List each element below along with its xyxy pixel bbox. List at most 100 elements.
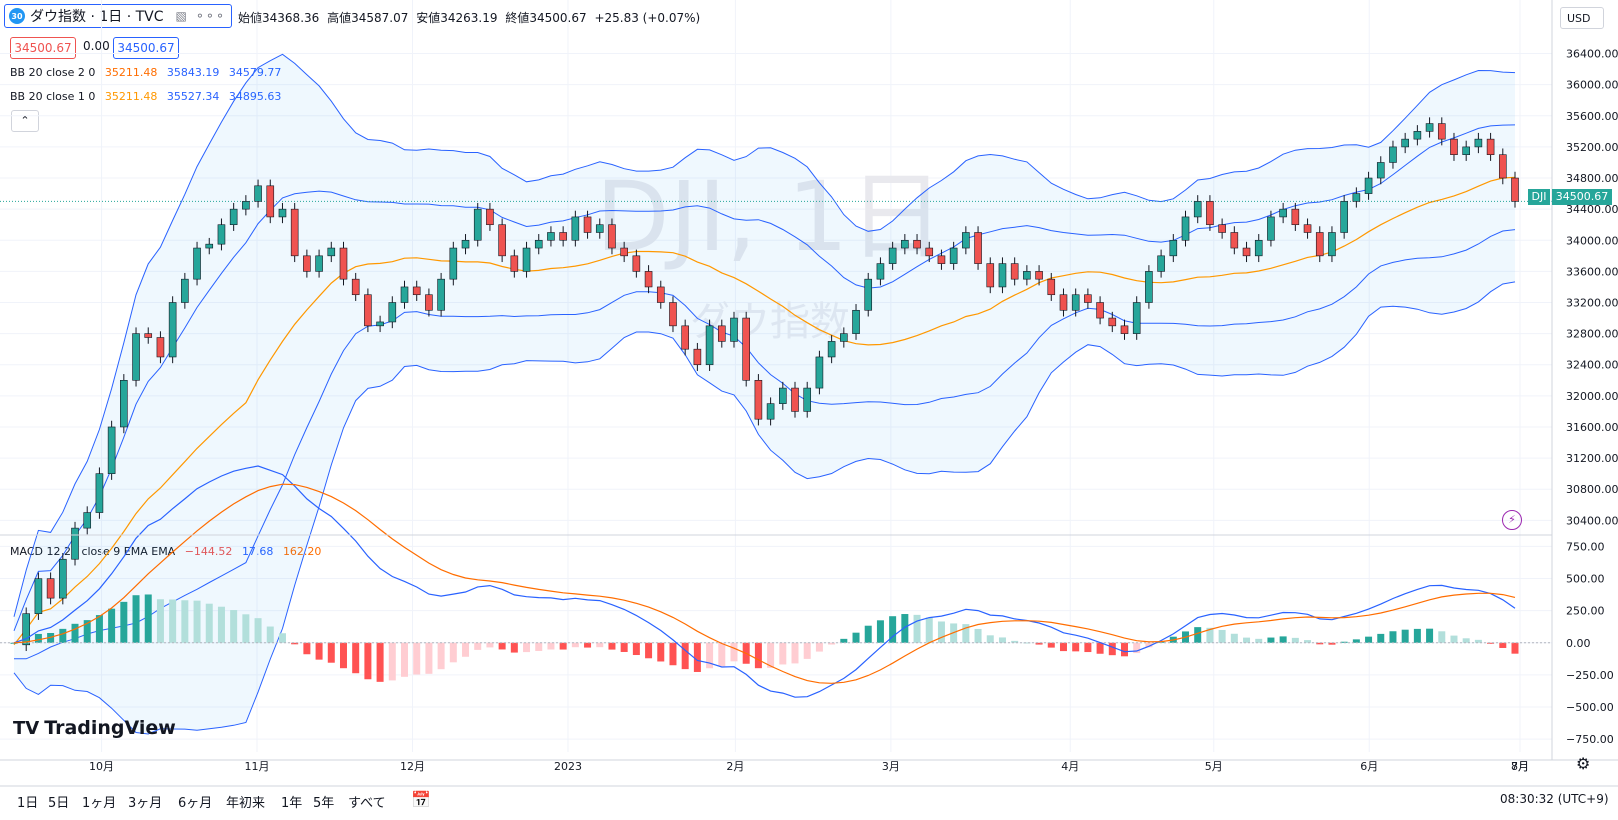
- candle-body: [388, 302, 397, 323]
- timeframe-6[interactable]: 1年: [281, 796, 303, 811]
- macd-histogram-bar: [1145, 642, 1153, 648]
- macd-histogram-bar: [181, 600, 189, 643]
- candle-body: [1474, 138, 1483, 148]
- timeframe-8[interactable]: すべて: [348, 796, 386, 811]
- timeframe-7[interactable]: 5年: [313, 796, 335, 811]
- candle-body: [449, 247, 458, 280]
- macd-histogram-bar: [974, 628, 982, 643]
- macd-histogram-bar: [254, 618, 262, 643]
- candle-body: [1108, 317, 1117, 327]
- macd-histogram-bar: [1084, 642, 1092, 653]
- currency-button[interactable]: USD: [1560, 7, 1604, 29]
- candle-body: [1437, 123, 1446, 140]
- bb1-legend[interactable]: BB 20 close 1 0 35211.48 35527.34 34895.…: [10, 90, 287, 103]
- macd-histogram-bar: [1108, 642, 1116, 656]
- bb2-label: BB 20 close 2 0: [10, 66, 96, 79]
- macd-histogram-bar: [1023, 642, 1031, 644]
- timeframe-0[interactable]: 1日: [17, 796, 39, 811]
- settings-gear-icon[interactable]: ⚙: [1576, 754, 1591, 773]
- macd-histogram-bar: [266, 626, 274, 643]
- sell-price-box[interactable]: 34500.67: [10, 37, 76, 59]
- timeframe-3[interactable]: 3ヶ月: [128, 796, 163, 811]
- candle-body: [83, 512, 92, 529]
- macd-histogram-bar: [1499, 642, 1507, 648]
- replay-icon[interactable]: ⚡: [1502, 510, 1522, 530]
- bb2-legend[interactable]: BB 20 close 2 0 35211.48 35843.19 34579.…: [10, 66, 287, 79]
- candle-body: [742, 317, 750, 381]
- candle-body: [766, 403, 775, 420]
- price-tick-label: 32000.00: [1566, 390, 1618, 403]
- timeframe-2[interactable]: 1ヶ月: [82, 796, 117, 811]
- macd-histogram-bar: [547, 642, 555, 650]
- candle-body: [1462, 146, 1470, 155]
- price-tick-label: 31200.00: [1566, 452, 1618, 465]
- candle-body: [827, 341, 836, 358]
- macd-histogram-bar: [95, 615, 103, 643]
- macd-histogram-bar: [779, 642, 787, 665]
- candle-body: [339, 247, 348, 280]
- candle-body: [1157, 255, 1165, 272]
- macd-histogram-bar: [937, 621, 945, 643]
- collapse-legend-button[interactable]: ⌃: [11, 110, 39, 132]
- buy-price-box[interactable]: 34500.67: [113, 37, 179, 59]
- clock[interactable]: 08:30:32 (UTC+9): [1500, 792, 1609, 806]
- candle-body: [681, 325, 689, 350]
- watermark-main: DJI, 1日: [596, 161, 945, 273]
- macd-histogram-bar: [645, 642, 653, 659]
- candle-body: [327, 247, 336, 257]
- macd-histogram-bar: [1304, 640, 1312, 643]
- candle-body: [1096, 302, 1104, 319]
- candle-body: [534, 239, 543, 249]
- candle-body: [315, 255, 323, 272]
- close-value: 34500.67: [529, 11, 587, 25]
- candle-body: [1486, 138, 1495, 155]
- candle-body: [461, 239, 470, 249]
- macd-histogram-bar: [559, 642, 567, 650]
- timeframe-5[interactable]: 年初来: [226, 796, 266, 811]
- macd-histogram-bar: [1157, 641, 1165, 643]
- macd-histogram-bar: [1120, 642, 1128, 657]
- candle-body: [400, 286, 409, 303]
- date-range-icon[interactable]: 📅: [411, 790, 431, 809]
- macd-histogram-bar: [815, 642, 823, 652]
- macd-histogram-bar: [998, 637, 1006, 643]
- macd-histogram-bar: [864, 625, 872, 643]
- time-tick-label: 7月: [1511, 760, 1529, 773]
- candle-body: [1315, 232, 1324, 257]
- high-label: 高値: [327, 11, 352, 25]
- candle-body: [1242, 247, 1251, 257]
- macd-histogram-bar: [144, 594, 152, 643]
- ohlc-legend: 始値34368.36 高値34587.07 安値34263.19 終値34500…: [238, 9, 700, 26]
- bb2-fill: [14, 54, 1515, 735]
- bb1-upper: 35527.34: [166, 90, 220, 103]
- bb2-upper-line: [13, 53, 1516, 617]
- macd-tick-label: −500.00: [1566, 701, 1614, 714]
- macd-histogram-bar: [889, 616, 897, 643]
- macd-histogram-bar: [535, 642, 543, 651]
- macd-histogram-bar: [364, 642, 372, 680]
- macd-histogram-bar: [1352, 639, 1360, 643]
- timeframe-4[interactable]: 6ヶ月: [178, 796, 213, 811]
- symbol-button[interactable]: 30 ダウ指数 · 1日 · TVC ▧ ⚬⚬⚬: [4, 4, 233, 28]
- macd-histogram-bar: [278, 633, 286, 643]
- macd-histogram-bar: [156, 599, 164, 643]
- candle-body: [229, 208, 238, 226]
- low-value: 34263.19: [440, 11, 498, 25]
- candle-body: [705, 325, 714, 366]
- macd-histogram-bar: [1450, 635, 1458, 643]
- candle-body: [1206, 201, 1214, 226]
- macd-histogram-bar: [1047, 642, 1055, 648]
- candle-body: [1254, 239, 1263, 257]
- macd-tick-label: 0.00: [1566, 637, 1591, 650]
- macd-histogram-bar: [657, 642, 665, 662]
- compare-icon[interactable]: ▧: [175, 9, 187, 23]
- bb-basis-line: [13, 176, 1516, 646]
- candle-body: [351, 278, 360, 296]
- macd-histogram-bar: [401, 642, 409, 677]
- timeframe-1[interactable]: 5日: [48, 796, 70, 811]
- more-icon[interactable]: ⚬⚬⚬: [194, 9, 226, 23]
- time-tick-label: 6月: [1360, 760, 1378, 773]
- price-tick-label: 30400.00: [1566, 514, 1618, 527]
- macd-histogram-bar: [925, 617, 933, 643]
